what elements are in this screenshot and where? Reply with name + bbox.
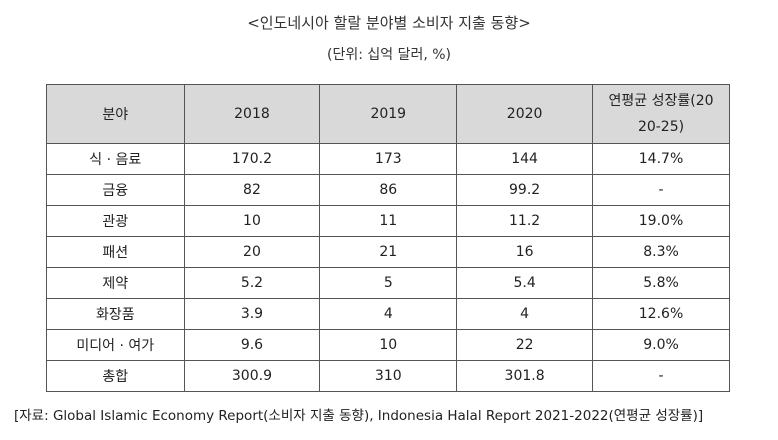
cell-cagr: 5.8% bbox=[592, 267, 730, 299]
unit-note: (단위: 십억 달러, %) bbox=[326, 47, 452, 63]
cell-2020: 301.8 bbox=[456, 360, 594, 392]
cell-category: 관광 bbox=[46, 205, 185, 237]
cell-category: 미디어 · 여가 bbox=[46, 329, 185, 361]
cell-2020: 5.4 bbox=[456, 267, 594, 299]
table-row: 화장품 3.9 4 4 12.6% bbox=[46, 298, 730, 330]
cell-2019: 21 bbox=[319, 236, 458, 268]
cell-category: 화장품 bbox=[46, 298, 185, 330]
cell-category: 제약 bbox=[46, 267, 185, 299]
cell-2018: 170.2 bbox=[183, 143, 321, 175]
cell-category: 금융 bbox=[46, 174, 185, 206]
cell-2019: 86 bbox=[319, 174, 458, 206]
cell-2019: 173 bbox=[319, 143, 458, 175]
source-note: [자료: Global Islamic Economy Report(소비자 지… bbox=[14, 408, 704, 424]
cell-2020: 22 bbox=[456, 329, 594, 361]
cell-category: 식 · 음료 bbox=[46, 143, 185, 175]
table-row: 관광 10 11 11.2 19.0% bbox=[46, 205, 730, 237]
cell-category: 총합 bbox=[46, 360, 185, 392]
cell-2019: 10 bbox=[319, 329, 458, 361]
cell-2019: 5 bbox=[319, 267, 458, 299]
cell-cagr: - bbox=[592, 174, 730, 206]
cell-cagr: 14.7% bbox=[592, 143, 730, 175]
cell-2020: 11.2 bbox=[456, 205, 594, 237]
table-row: 미디어 · 여가 9.6 10 22 9.0% bbox=[46, 329, 730, 361]
header-2019: 2019 bbox=[319, 84, 458, 144]
cell-2018: 3.9 bbox=[183, 298, 321, 330]
halal-spending-table: 분야 2018 2019 2020 연평균 성장률(20 20-25) 식 · … bbox=[46, 84, 730, 392]
cell-2019: 11 bbox=[319, 205, 458, 237]
header-category: 분야 bbox=[46, 84, 185, 144]
header-2018: 2018 bbox=[183, 84, 321, 144]
cell-2019: 310 bbox=[319, 360, 458, 392]
cell-2020: 144 bbox=[456, 143, 594, 175]
cell-2019: 4 bbox=[319, 298, 458, 330]
cell-2018: 9.6 bbox=[183, 329, 321, 361]
cell-2018: 82 bbox=[183, 174, 321, 206]
table-row-total: 총합 300.9 310 301.8 - bbox=[46, 360, 730, 392]
cell-cagr: 12.6% bbox=[592, 298, 730, 330]
cell-2018: 300.9 bbox=[183, 360, 321, 392]
table-row: 금융 82 86 99.2 - bbox=[46, 174, 730, 206]
table-row: 식 · 음료 170.2 173 144 14.7% bbox=[46, 143, 730, 175]
cell-2020: 99.2 bbox=[456, 174, 594, 206]
cell-cagr: 19.0% bbox=[592, 205, 730, 237]
cell-2018: 5.2 bbox=[183, 267, 321, 299]
header-2020: 2020 bbox=[456, 84, 594, 144]
cell-2020: 4 bbox=[456, 298, 594, 330]
table-header-row: 분야 2018 2019 2020 연평균 성장률(20 20-25) bbox=[46, 84, 730, 144]
table-row: 제약 5.2 5 5.4 5.8% bbox=[46, 267, 730, 299]
table-row: 패션 20 21 16 8.3% bbox=[46, 236, 730, 268]
cell-cagr: - bbox=[592, 360, 730, 392]
cell-category: 패션 bbox=[46, 236, 185, 268]
cell-cagr: 9.0% bbox=[592, 329, 730, 361]
table-title: <인도네시아 할랄 분야별 소비자 지출 동향> bbox=[247, 14, 531, 32]
cell-cagr: 8.3% bbox=[592, 236, 730, 268]
cell-2018: 10 bbox=[183, 205, 321, 237]
header-cagr-label: 연평균 성장률(20 20-25) bbox=[608, 93, 714, 135]
header-cagr: 연평균 성장률(20 20-25) bbox=[592, 84, 730, 144]
cell-2020: 16 bbox=[456, 236, 594, 268]
cell-2018: 20 bbox=[183, 236, 321, 268]
